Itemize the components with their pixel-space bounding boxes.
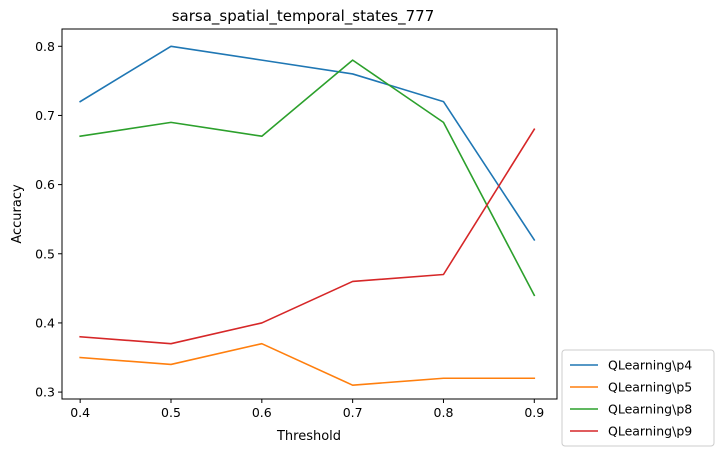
series-line-4 [79,128,536,345]
y-axis-label: Accuracy [10,184,25,244]
x-tick-label: 0.6 [252,405,272,420]
series-line-2 [79,342,536,386]
y-tick-label: 0.4 [35,315,55,330]
legend-label: QLearning\p5 [608,380,692,395]
x-axis-label: Threshold [276,429,341,444]
y-tick-label: 0.6 [35,177,55,192]
plot-frame [61,28,558,400]
series-line-3 [79,59,536,297]
plot-area [79,45,536,386]
x-tick-label: 0.7 [343,405,363,420]
y-tick-label: 0.8 [35,39,55,54]
y-axis: 0.3 0.4 0.5 0.6 0.7 0.8 [35,39,62,400]
series-line-1 [79,45,536,242]
y-tick-label: 0.5 [35,246,55,261]
x-tick-label: 0.4 [70,405,90,420]
y-tick-label: 0.7 [35,108,55,123]
legend: QLearning\p4 QLearning\p5 QLearning\p8 QLea… [561,349,715,447]
x-tick-label: 0.9 [524,405,544,420]
y-tick-label: 0.3 [35,385,55,400]
x-axis: 0.4 0.5 0.6 0.7 0.8 0.9 [70,399,544,420]
legend-box [561,349,715,447]
legend-label: QLearning\p8 [608,402,692,417]
x-tick-label: 0.8 [434,405,454,420]
legend-label: QLearning\p4 [608,358,692,373]
chart-title: sarsa_spatial_temporal_states_777 [172,7,435,26]
x-tick-label: 0.5 [161,405,181,420]
legend-label: QLearning\p9 [608,424,692,439]
